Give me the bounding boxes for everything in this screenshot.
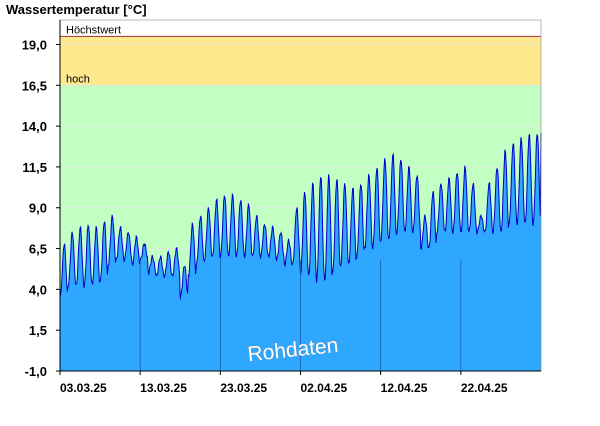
y-tick-label: 4,0 <box>29 282 47 297</box>
x-tick-label: 02.04.25 <box>301 381 348 395</box>
y-tick-label: 14,0 <box>22 119 47 134</box>
x-axis: 03.03.25 13.03.25 23.03.25 02.04.25 12.04.25… <box>59 370 541 395</box>
y-axis: -1,0 1,5 4,0 6,5 9,0 11,5 14,0 16,5 19,0 <box>22 20 61 379</box>
chart-title: Wassertemperatur [°C] <box>6 2 147 17</box>
y-tick-label: 6,5 <box>29 242 47 257</box>
x-tick-label: 22.04.25 <box>461 381 508 395</box>
band-upper <box>60 36 541 86</box>
x-tick-label: 03.03.25 <box>60 381 107 395</box>
temperature-area <box>60 132 541 371</box>
y-tick-label: 16,5 <box>22 78 47 93</box>
x-tick-label: 13.03.25 <box>140 381 187 395</box>
y-tick-label: 11,5 <box>22 160 47 175</box>
y-tick-label: 1,5 <box>29 323 47 338</box>
y-tick-label: -1,0 <box>25 364 47 379</box>
x-tick-label: 12.04.25 <box>381 381 428 395</box>
band-label-1: hoch <box>66 73 90 85</box>
band-label-0: Höchstwert <box>66 24 121 36</box>
y-tick-label: 19,0 <box>22 37 47 52</box>
y-tick-label: 9,0 <box>29 201 47 216</box>
plot-area: Höchstwert hoch <box>59 19 542 372</box>
x-tick-label: 23.03.25 <box>220 381 267 395</box>
